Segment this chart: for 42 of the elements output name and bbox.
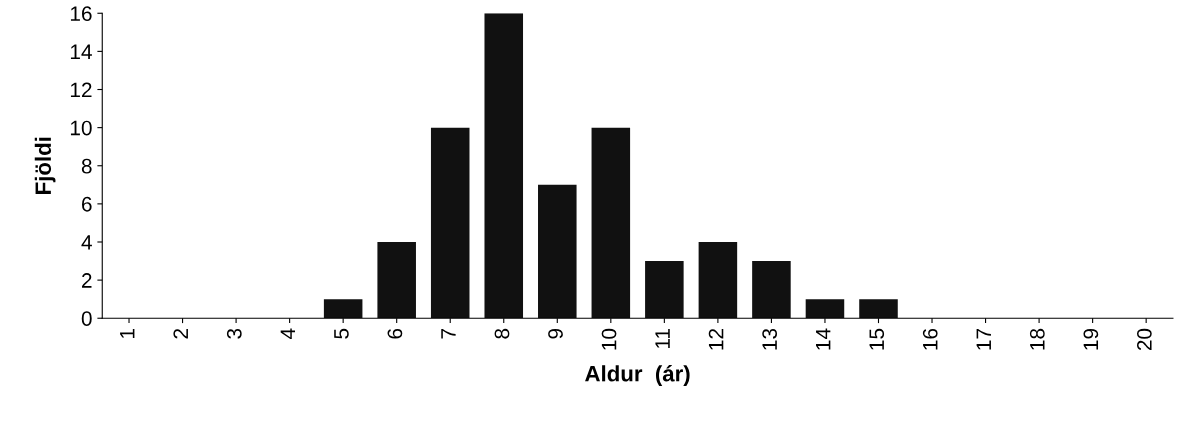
x-tick-label: 8 (494, 328, 510, 339)
x-tick-label: 13 (762, 328, 778, 350)
bar (645, 261, 684, 319)
y-tick-label: 16 (70, 6, 92, 22)
x-tick-label: 20 (1137, 328, 1152, 351)
y-tick-label: 2 (82, 273, 92, 288)
bar (377, 242, 416, 319)
x-tick-label: 3 (226, 328, 242, 339)
x-tick-label: 5 (334, 328, 349, 339)
x-tick-label: 18 (1029, 328, 1045, 350)
bar (698, 242, 738, 319)
x-axis-title: Aldur (ár) (585, 365, 690, 386)
x-tick-label: 17 (976, 329, 991, 350)
x-tick-label: 9 (548, 328, 563, 339)
y-tick-label: 6 (82, 196, 92, 212)
y-tick-label: 8 (81, 158, 92, 174)
y-axis-title: Fjöldi (34, 137, 56, 194)
x-tick-label: 2 (173, 329, 188, 339)
bar (484, 13, 524, 319)
y-tick-label: 4 (81, 235, 92, 250)
bar (430, 127, 470, 319)
y-tick-label: 10 (70, 120, 92, 136)
x-tick-label: 7 (441, 329, 456, 339)
y-tick-label: 12 (70, 82, 92, 98)
bar (591, 127, 631, 319)
x-tick-label: 16 (922, 328, 938, 350)
x-tick-label: 6 (387, 328, 403, 339)
x-tick-label: 1 (120, 328, 135, 338)
x-tick-label: 11 (655, 328, 670, 349)
bar (752, 261, 791, 319)
bar (859, 299, 898, 319)
x-tick-label: 15 (869, 328, 885, 350)
y-tick-label: 0 (81, 311, 92, 326)
y-tick-label: 14 (70, 44, 92, 59)
bar (323, 299, 363, 319)
x-tick-label: 14 (816, 328, 831, 350)
x-tick-label: 10 (601, 328, 617, 350)
bar (805, 299, 845, 319)
x-tick-label: 4 (280, 328, 296, 340)
x-tick-label: 19 (1083, 328, 1099, 350)
bar (538, 184, 577, 319)
x-tick-label: 12 (708, 329, 724, 350)
